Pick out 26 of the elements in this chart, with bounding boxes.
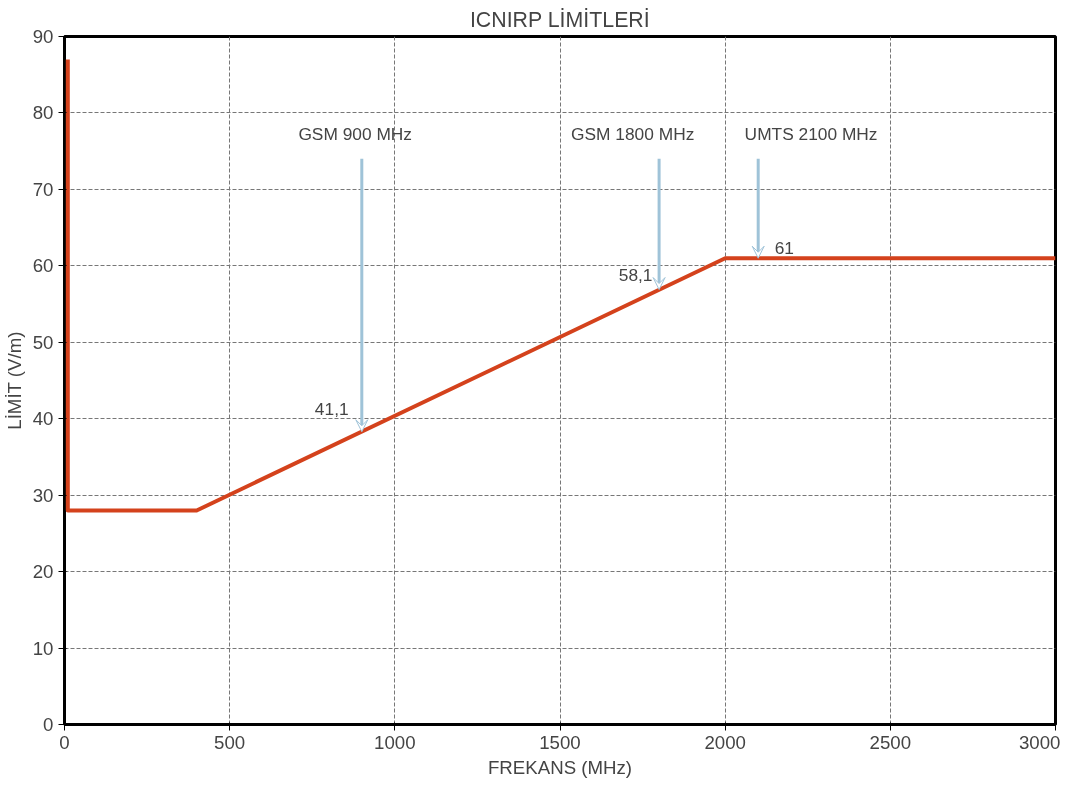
x-tick-label: 1000 <box>374 731 416 753</box>
y-tick-label: 0 <box>43 714 54 735</box>
x-tick-label: 2500 <box>869 731 912 753</box>
x-tick-label: 2000 <box>704 731 746 753</box>
y-tick-label: 90 <box>32 26 54 47</box>
y-tick-label: 60 <box>32 255 54 277</box>
annotation: 41,1 <box>314 398 349 419</box>
x-tick-label: 500 <box>214 731 246 753</box>
x-tick-label: 1500 <box>539 731 581 753</box>
y-tick-label: 70 <box>32 178 54 200</box>
y-tick-label: 20 <box>32 561 54 583</box>
annotation: 61 <box>774 238 794 259</box>
y-tick-label: 80 <box>32 102 54 124</box>
x-tick-label: 0 <box>59 731 70 753</box>
y-tick-label: 30 <box>32 484 54 506</box>
chart-title: ICNIRP LİMİTLERİ <box>469 7 650 32</box>
annotation: UMTS 2100 MHz <box>744 123 878 144</box>
annotation: 58,1 <box>618 265 653 286</box>
annotation: GSM 900 MHz <box>298 123 413 144</box>
y-tick-label: 40 <box>32 408 54 430</box>
y-tick-label: 50 <box>32 331 54 353</box>
x-tick-label: 3000 <box>1019 731 1061 753</box>
y-tick-label: 10 <box>32 637 54 659</box>
y-axis-title: LİMİT (V/m) <box>3 331 25 430</box>
x-axis-title: FREKANS (MHz) <box>487 756 633 778</box>
annotation: GSM 1800 MHz <box>571 123 695 144</box>
